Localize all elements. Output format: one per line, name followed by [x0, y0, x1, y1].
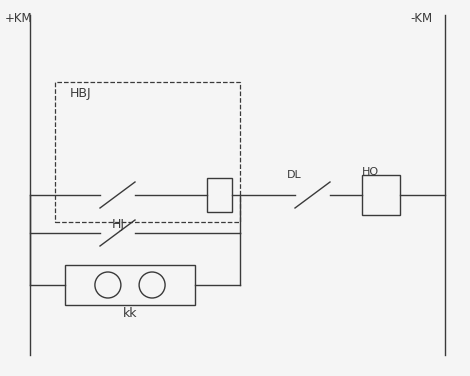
Bar: [65, 265, 195, 305]
Text: HQ: HQ: [362, 167, 379, 177]
Text: -KM: -KM: [410, 12, 432, 25]
Bar: [207, 178, 232, 212]
Bar: [55, 82, 240, 222]
Text: HBJ: HBJ: [70, 87, 92, 100]
Text: DL: DL: [287, 170, 302, 180]
Bar: [362, 175, 400, 215]
Text: +KM: +KM: [5, 12, 32, 25]
Text: kk: kk: [123, 307, 137, 320]
Text: HJ: HJ: [112, 218, 125, 231]
